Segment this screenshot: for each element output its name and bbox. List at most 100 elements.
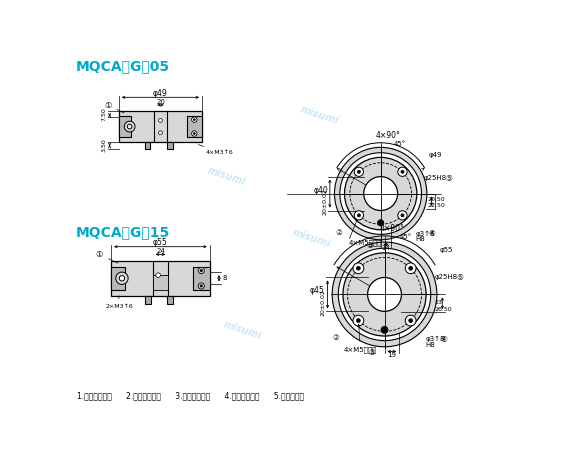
Text: 20±0.02: 20±0.02	[320, 289, 325, 316]
Circle shape	[192, 117, 197, 122]
Bar	[145, 142, 150, 149]
Text: φ3↑8: φ3↑8	[425, 336, 445, 342]
Text: 19: 19	[387, 352, 396, 358]
Text: misumi: misumi	[399, 297, 439, 318]
Text: 45°: 45°	[394, 141, 406, 147]
Circle shape	[198, 283, 205, 289]
Circle shape	[193, 132, 196, 135]
Text: 7.50: 7.50	[102, 107, 107, 121]
Circle shape	[357, 170, 360, 173]
Text: H8: H8	[416, 236, 425, 242]
Circle shape	[158, 119, 162, 122]
Circle shape	[405, 263, 416, 274]
Circle shape	[398, 211, 407, 220]
Text: 1.夹具侧连接用      2.螺纹连接用孔      3.选配件安装面      4.连接用定位销      5.中心定位用: 1.夹具侧连接用 2.螺纹连接用孔 3.选配件安装面 4.连接用定位销 5.中心…	[78, 391, 304, 400]
Text: ②: ②	[333, 333, 340, 342]
Bar	[168, 142, 173, 149]
Text: 3.50: 3.50	[102, 139, 107, 153]
Text: ③: ③	[368, 349, 375, 357]
Text: misumi: misumi	[299, 104, 340, 126]
Bar	[166, 296, 173, 305]
Bar	[186, 116, 202, 137]
Circle shape	[398, 167, 407, 176]
Text: 4×M3↑6: 4×M3↑6	[198, 145, 234, 155]
Text: misumi: misumi	[222, 320, 263, 342]
Text: 4×90°: 4×90°	[376, 131, 401, 140]
Text: misumi: misumi	[117, 112, 158, 134]
Circle shape	[127, 124, 132, 129]
Text: 4×M5安装孔: 4×M5安装孔	[344, 324, 377, 353]
Text: misumi: misumi	[291, 227, 332, 249]
Circle shape	[353, 315, 364, 326]
Circle shape	[200, 285, 202, 287]
Text: 23: 23	[434, 300, 442, 305]
Bar	[153, 275, 168, 290]
Text: ①: ①	[96, 250, 118, 263]
Text: 2×M3↑6: 2×M3↑6	[105, 296, 133, 309]
Circle shape	[357, 214, 360, 217]
Text: φ55: φ55	[439, 247, 453, 253]
Text: φ45: φ45	[310, 286, 324, 295]
Circle shape	[401, 214, 404, 217]
Circle shape	[353, 263, 364, 274]
Text: 20±0.02: 20±0.02	[323, 188, 328, 215]
Text: 24: 24	[156, 248, 165, 254]
Circle shape	[356, 267, 360, 270]
Text: 22.50: 22.50	[428, 203, 445, 208]
Circle shape	[124, 121, 135, 132]
Text: ④: ④	[429, 229, 435, 238]
Circle shape	[356, 319, 360, 322]
Text: misumi: misumi	[129, 278, 170, 299]
Circle shape	[158, 131, 162, 135]
Text: 20.50: 20.50	[428, 197, 445, 202]
Text: φ3↑6: φ3↑6	[416, 230, 435, 237]
Circle shape	[156, 273, 161, 278]
Circle shape	[401, 170, 404, 173]
Circle shape	[198, 267, 205, 273]
Circle shape	[355, 211, 364, 220]
Text: 14: 14	[382, 245, 390, 251]
Text: φ25H8: φ25H8	[434, 274, 458, 280]
Text: 4×90°: 4×90°	[380, 224, 405, 233]
Circle shape	[364, 177, 398, 211]
Circle shape	[193, 119, 196, 120]
Text: φ25H8: φ25H8	[424, 175, 447, 181]
Text: MQCA－G－05: MQCA－G－05	[76, 60, 170, 74]
Text: 20: 20	[156, 99, 165, 105]
Circle shape	[355, 167, 364, 176]
Text: MQCA－G－15: MQCA－G－15	[76, 225, 170, 239]
Bar	[145, 296, 151, 305]
Text: φ49: φ49	[429, 152, 442, 158]
Text: ①: ①	[104, 100, 124, 113]
Circle shape	[368, 278, 401, 311]
Circle shape	[381, 327, 388, 333]
Text: misumi: misumi	[206, 166, 247, 187]
Circle shape	[409, 319, 413, 322]
Bar	[119, 116, 131, 137]
Bar	[119, 111, 202, 142]
Text: ⑤: ⑤	[445, 174, 452, 183]
Text: misumi: misumi	[368, 174, 409, 195]
Text: 8: 8	[223, 275, 227, 281]
Circle shape	[377, 220, 384, 226]
Text: 4×M5安装孔: 4×M5安装孔	[348, 240, 382, 246]
Circle shape	[119, 276, 125, 281]
Circle shape	[344, 158, 417, 230]
Text: ⑤: ⑤	[457, 273, 464, 282]
Wedge shape	[332, 242, 437, 347]
Text: ②: ②	[335, 228, 342, 237]
Bar	[111, 267, 125, 290]
Bar	[111, 261, 210, 296]
Bar	[193, 267, 210, 290]
Circle shape	[409, 267, 413, 270]
Text: φ40: φ40	[314, 186, 328, 195]
Circle shape	[343, 253, 426, 336]
Text: φ49: φ49	[153, 89, 168, 98]
Circle shape	[116, 272, 128, 284]
Text: φ55: φ55	[153, 238, 168, 247]
Text: 26.50: 26.50	[434, 307, 452, 312]
Wedge shape	[335, 147, 427, 240]
Text: ③: ③	[366, 241, 373, 251]
Circle shape	[200, 269, 202, 272]
Text: 45°: 45°	[400, 234, 412, 240]
